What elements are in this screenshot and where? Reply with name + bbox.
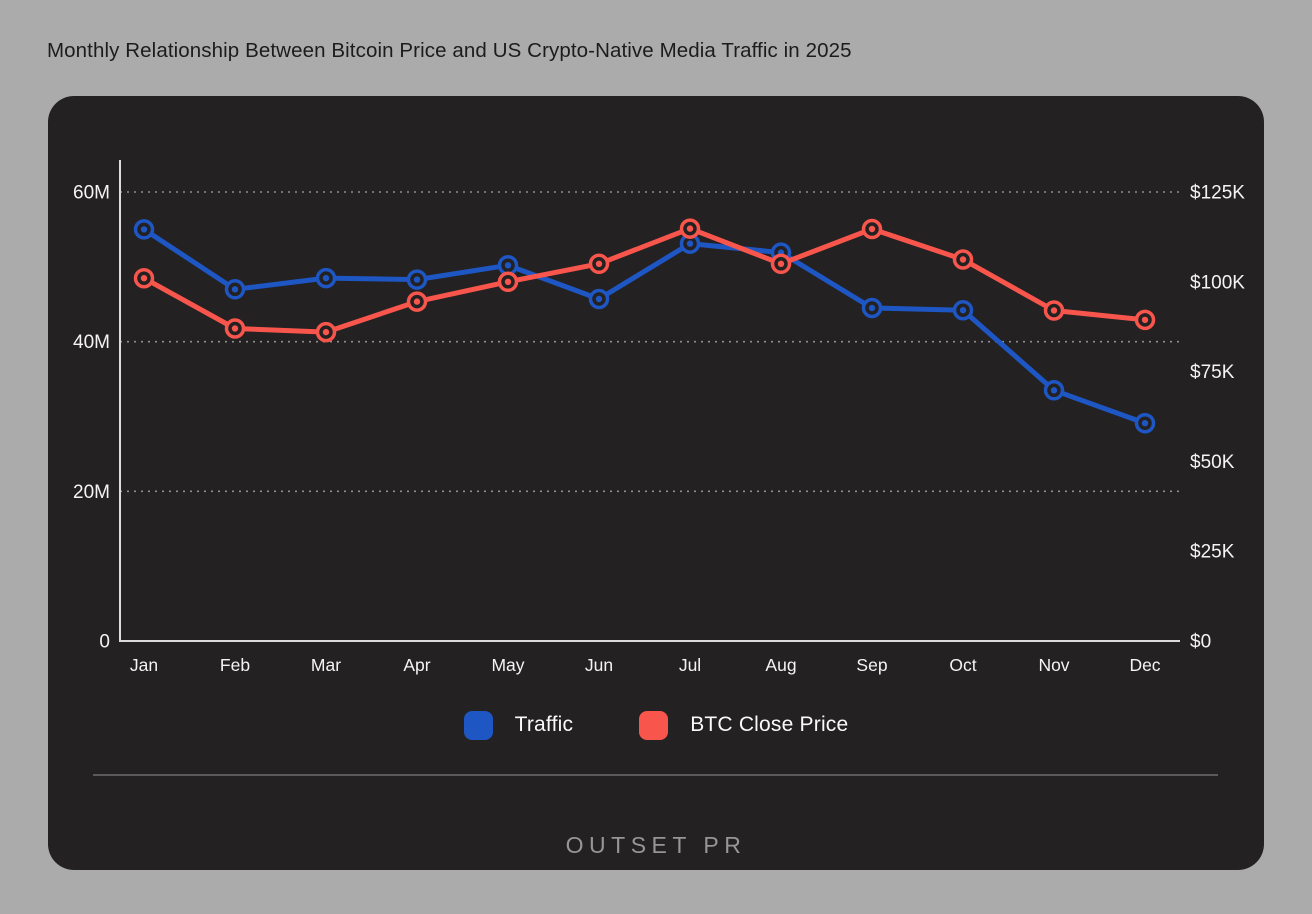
chart-legend: Traffic BTC Close Price	[48, 708, 1264, 742]
btc-close-price-series-line	[141, 226, 1148, 335]
right-axis-tick-label: $0	[1190, 632, 1211, 653]
traffic-data-point-center	[1141, 420, 1149, 427]
btc-close-price-data-point-center	[140, 275, 148, 282]
traffic-data-point-center	[231, 286, 239, 293]
traffic-legend-label: Traffic	[514, 713, 574, 736]
btc-legend-swatch	[639, 710, 669, 740]
btc-close-price-data-point-center	[504, 278, 512, 285]
legend-item-traffic: Traffic	[463, 710, 574, 740]
btc-close-price-data-point-center	[1050, 307, 1058, 314]
right-axis-tick-label: $50K	[1190, 452, 1235, 473]
x-axis-month-label: May	[491, 655, 524, 675]
traffic-data-point-center	[959, 307, 967, 314]
traffic-data-point-center	[1050, 387, 1058, 394]
traffic-data-point-center	[868, 304, 876, 312]
x-axis-month-label: Jan	[130, 655, 158, 675]
left-axis-tick-label: 20M	[73, 482, 110, 503]
btc-close-price-data-point-center	[686, 225, 694, 232]
btc-close-price-data-point-center	[777, 260, 785, 267]
right-axis-tick-label: $100K	[1190, 272, 1245, 293]
outset-pr-logo: OUTSET PR	[565, 832, 747, 858]
legend-item-btc-close-price: BTC Close Price	[639, 710, 849, 740]
chart-card: 0 20M 40M 60M $0 $25K $50K $75K $100K $125K Jan Feb…	[48, 96, 1264, 870]
btc-close-price-data-point-center	[413, 298, 421, 305]
btc-close-price-data-point-center	[1141, 316, 1149, 324]
btc-legend-label: BTC Close Price	[690, 713, 849, 736]
x-axis-month-label: Nov	[1038, 655, 1069, 675]
traffic-legend-swatch	[463, 710, 493, 740]
traffic-data-point-center	[595, 295, 603, 303]
btc-close-price-data-point-center	[231, 325, 239, 332]
right-axis-tick-label: $75K	[1190, 362, 1235, 383]
left-axis-tick-label: 60M	[73, 183, 110, 204]
x-axis-month-label: Apr	[403, 655, 430, 675]
btc-close-price-data-point-center	[868, 225, 876, 233]
btc-close-price-data-point-center	[959, 256, 967, 263]
footer-divider	[93, 774, 1218, 776]
btc-close-price-data-point-center	[595, 260, 603, 267]
right-axis-tick-label: $25K	[1190, 542, 1235, 563]
x-axis-month-label: Jul	[679, 655, 701, 675]
x-axis-month-label: Aug	[765, 655, 796, 675]
right-axis-tick-label: $125K	[1190, 183, 1245, 204]
x-axis-month-label: Sep	[856, 655, 887, 675]
x-axis-month-label: Oct	[949, 655, 976, 675]
traffic-data-point-center	[140, 226, 148, 233]
btc-close-price-data-point-center	[322, 328, 330, 336]
traffic-series-line	[141, 226, 1148, 426]
x-axis-month-label: Mar	[311, 655, 341, 675]
traffic-data-point-center	[322, 274, 330, 282]
traffic-data-point-center	[686, 240, 694, 247]
traffic-data-point-center	[504, 262, 512, 269]
traffic-data-point-center	[413, 276, 421, 283]
left-axis-tick-label: 40M	[73, 332, 110, 353]
left-axis-tick-label: 0	[99, 632, 110, 653]
x-axis-month-label: Feb	[220, 655, 250, 675]
page-title: Monthly Relationship Between Bitcoin Pri…	[47, 39, 852, 62]
x-axis-month-label: Dec	[1129, 655, 1160, 675]
line-chart-svg: 0 20M 40M 60M $0 $25K $50K $75K $100K $125K Jan Feb…	[73, 160, 1245, 675]
x-axis-month-label: Jun	[585, 655, 613, 675]
